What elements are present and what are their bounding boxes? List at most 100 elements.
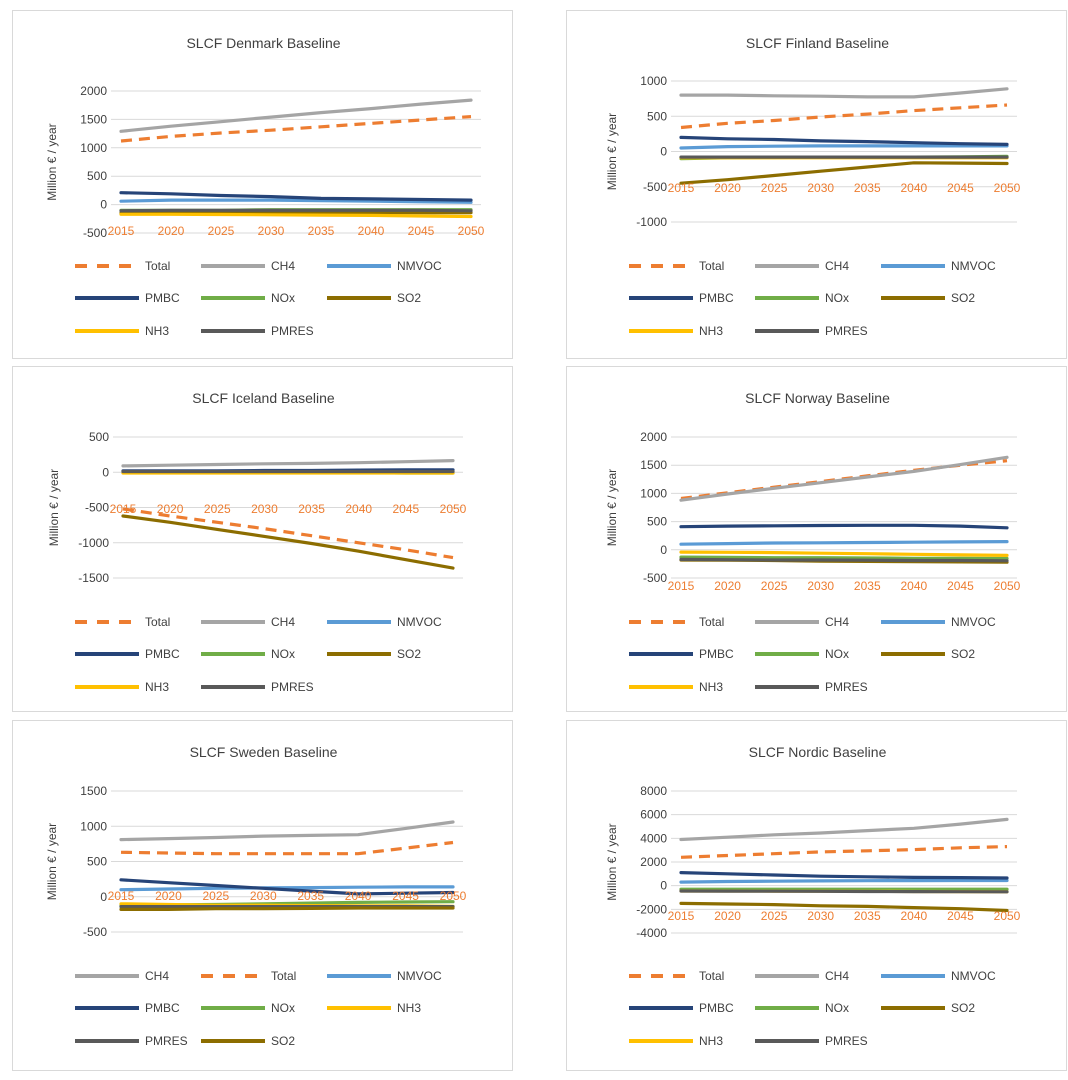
series-line-nh3 [119,212,473,219]
y-tick-label: 6000 [640,808,667,822]
x-tick-label: 2045 [392,889,419,903]
x-tick-label: 2045 [393,502,420,516]
y-tick-label: 500 [647,109,667,123]
series-line-nmvoc [119,198,473,204]
legend-label-pmbc: PMBC [145,647,180,661]
y-axis-label: Million € / year [605,823,619,900]
x-tick-label: 2045 [947,579,974,593]
y-tick-label: 1500 [80,784,107,798]
y-tick-label: -1000 [636,215,667,229]
y-axis-label: Million € / year [605,113,619,190]
series-line-nox [679,555,1009,561]
x-tick-label: 2020 [157,502,184,516]
x-tick-label: 2020 [155,889,182,903]
chart-svg: SLCF Iceland Baseline Million € / year 500… [47,390,467,694]
y-tick-label: 1000 [80,819,107,833]
chart-panel-iceland: SLCF Iceland Baseline Million € / year 500… [12,366,513,712]
y-tick-label: 8000 [640,784,667,798]
x-tick-label: 2050 [994,909,1021,923]
chart-panel-finland: SLCF Finland Baseline Million € / year 100… [566,10,1067,359]
legend-label-nox: NOx [271,1001,295,1015]
y-tick-label: -2000 [636,902,667,916]
y-tick-label: 2000 [640,855,667,869]
x-tick-label: 2045 [947,181,974,195]
y-tick-label: -1500 [78,571,109,585]
legend-label-pmres: PMRES [271,324,314,338]
series-line-nmvoc [119,885,455,892]
legend-label-total: Total [699,615,724,629]
chart-svg: SLCF Finland Baseline Million € / year 100… [605,35,1021,338]
chart-svg: SLCF Sweden Baseline Million € / year 1500… [45,744,467,1048]
series-line-total [680,103,1008,130]
y-tick-label: 0 [100,890,107,904]
x-tick-label: 2025 [761,181,788,195]
y-tick-label: 1500 [80,112,107,126]
series-line-total [122,507,454,560]
x-tick-label: 2050 [440,502,467,516]
legend-label-total: Total [699,969,724,983]
chart-panel-nordic: SLCF Nordic Baseline Million € / year 8000… [566,720,1067,1071]
y-tick-label: -4000 [636,926,667,940]
legend-label-nh3: NH3 [699,324,723,338]
y-tick-label: -500 [643,180,667,194]
x-tick-label: 2030 [251,502,278,516]
x-tick-label: 2045 [947,909,974,923]
legend-label-pmres: PMRES [825,324,868,338]
x-tick-label: 2015 [668,909,695,923]
y-tick-label: -500 [85,501,109,515]
chart-title: SLCF Norway Baseline [745,390,890,406]
x-tick-label: 2015 [108,224,135,238]
series-line-pmres [679,557,1009,563]
x-tick-label: 2045 [408,224,435,238]
y-tick-label: -500 [83,925,107,939]
series-line-pmres [119,208,473,213]
x-tick-label: 2020 [158,224,185,238]
x-tick-label: 2020 [714,579,741,593]
legend-label-nox: NOx [271,647,295,661]
legend-label-ch4: CH4 [825,259,849,273]
series-line-nh3 [679,550,1009,557]
legend-label-nh3: NH3 [699,680,723,694]
series-line-pmbc [679,135,1009,146]
legend-label-so2: SO2 [951,1001,975,1015]
legend-label-ch4: CH4 [825,969,849,983]
y-tick-label: 0 [660,543,667,557]
y-axis-label: Million € / year [47,469,61,546]
series-line-so2 [121,514,455,570]
x-tick-label: 2035 [308,224,335,238]
x-tick-label: 2050 [994,181,1021,195]
series-line-nmvoc [679,878,1009,884]
x-tick-label: 2035 [297,889,324,903]
y-axis-label: Million € / year [605,469,619,546]
legend-label-total: Total [145,259,170,273]
legend-label-ch4: CH4 [271,615,295,629]
chart-svg: SLCF Denmark Baseline Million € / year 200… [45,35,485,338]
y-tick-label: 0 [100,198,107,212]
chart-svg: SLCF Nordic Baseline Million € / year 8000… [605,744,1021,1048]
y-tick-label: 0 [102,465,109,479]
legend-label-ch4: CH4 [145,969,169,983]
series-line-pmbc [679,871,1009,880]
chart-title: SLCF Nordic Baseline [749,744,887,760]
series-line-total [120,115,472,143]
legend-label-pmres: PMRES [825,680,868,694]
y-tick-label: 500 [87,855,107,869]
legend-label-nmvoc: NMVOC [397,615,442,629]
y-tick-label: 1000 [640,74,667,88]
x-tick-label: 2025 [208,224,235,238]
legend-label-nmvoc: NMVOC [397,969,442,983]
y-tick-label: 2000 [80,84,107,98]
y-axis-label: Million € / year [45,123,59,200]
x-tick-label: 2025 [204,502,231,516]
chart-title: SLCF Denmark Baseline [186,35,340,51]
y-tick-label: -500 [83,226,107,240]
x-tick-label: 2015 [108,889,135,903]
series-line-total [120,840,454,856]
legend-label-pmres: PMRES [145,1034,188,1048]
legend-label-nh3: NH3 [145,680,169,694]
legend-label-total: Total [271,969,296,983]
x-tick-label: 2040 [901,909,928,923]
series-line-pmbc [119,191,473,202]
series-line-so2 [679,901,1009,913]
legend-label-so2: SO2 [397,291,421,305]
